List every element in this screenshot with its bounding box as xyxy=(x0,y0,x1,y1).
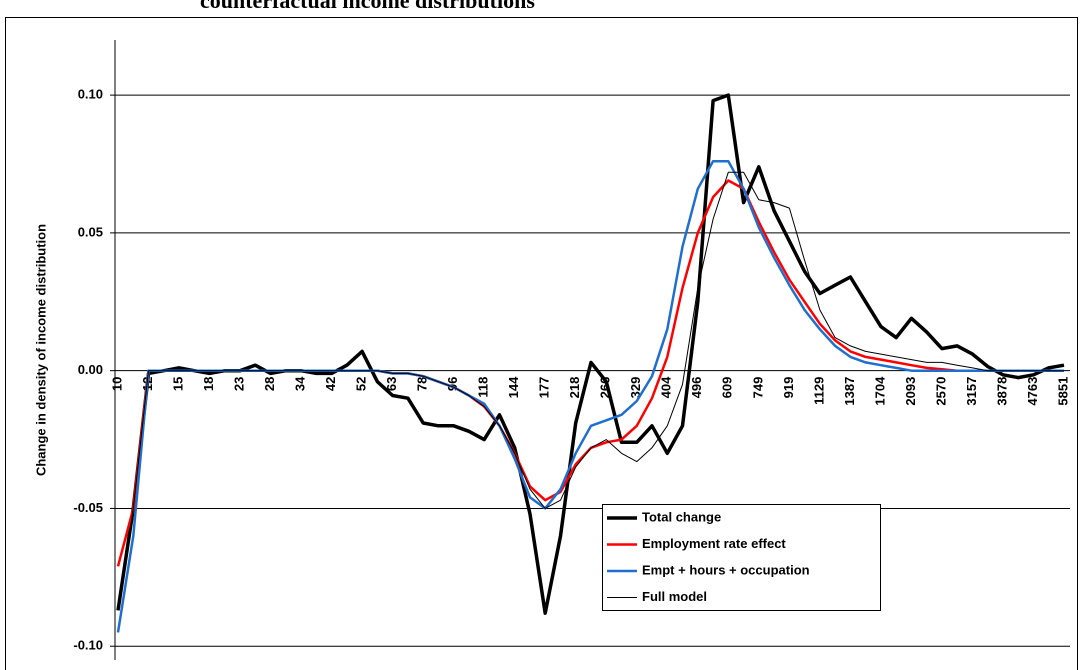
y-tick-label: 0.10 xyxy=(78,87,103,102)
x-tick-label: 329 xyxy=(628,377,643,399)
x-tick-label: 144 xyxy=(506,376,521,398)
legend-label: Total change xyxy=(642,509,721,524)
x-tick-label: 118 xyxy=(476,377,491,398)
x-tick-label: 609 xyxy=(720,377,735,399)
x-tick-label: 1387 xyxy=(842,377,857,406)
x-tick-label: 1704 xyxy=(872,376,887,406)
chart-frame xyxy=(5,17,1078,670)
x-tick-label: 78 xyxy=(415,377,430,391)
legend-label: Employment rate effect xyxy=(642,536,786,551)
x-tick-label: 3157 xyxy=(964,377,979,406)
y-tick-label: -0.05 xyxy=(73,500,103,515)
y-tick-label: -0.10 xyxy=(73,638,103,653)
x-tick-label: 52 xyxy=(354,377,369,391)
x-tick-label: 177 xyxy=(537,377,552,399)
legend-label: Empt + hours + occupation xyxy=(642,562,810,577)
x-tick-label: 3878 xyxy=(994,377,1009,406)
x-tick-label: 63 xyxy=(384,377,399,391)
x-tick-label: 10 xyxy=(109,377,124,391)
x-tick-label: 919 xyxy=(781,377,796,399)
x-tick-label: 1129 xyxy=(811,377,826,405)
series-line xyxy=(117,171,1064,611)
series-line xyxy=(116,159,1064,633)
y-axis-label: Change in density of income distribution xyxy=(33,224,48,476)
x-tick-label: 18 xyxy=(201,377,216,391)
y-tick-label: 0.00 xyxy=(78,362,103,377)
chart-title: counterfactual income distributions xyxy=(200,0,535,13)
x-tick-label: 15 xyxy=(170,377,185,391)
x-tick-label: 496 xyxy=(689,377,704,399)
x-tick-label: 749 xyxy=(750,377,765,399)
legend-label: Full model xyxy=(642,589,707,604)
x-tick-label: 218 xyxy=(567,377,582,399)
x-tick-label: 4763 xyxy=(1025,377,1040,406)
x-tick-label: 42 xyxy=(323,377,338,391)
x-tick-label: 404 xyxy=(659,376,674,398)
series-line xyxy=(116,93,1065,615)
legend xyxy=(602,504,881,611)
x-tick-label: 2570 xyxy=(933,377,948,406)
x-tick-label: 5851 xyxy=(1055,377,1070,406)
x-tick-label: 28 xyxy=(262,377,277,391)
x-tick-label: 34 xyxy=(293,376,308,391)
x-tick-label: 2093 xyxy=(903,377,918,406)
y-tick-label: 0.05 xyxy=(78,224,103,239)
x-tick-label: 23 xyxy=(232,377,247,391)
